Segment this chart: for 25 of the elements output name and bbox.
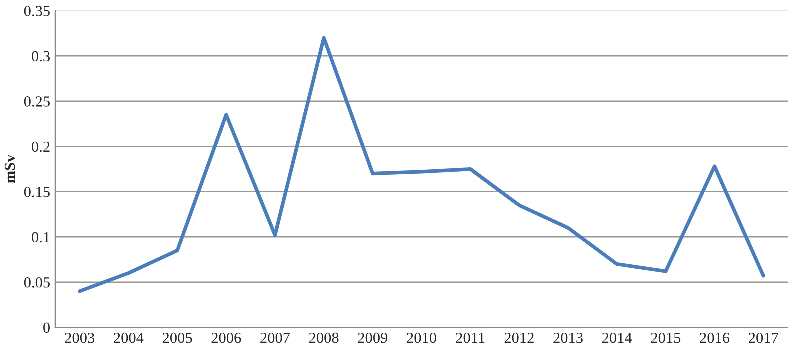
x-tick-label: 2013	[554, 332, 583, 344]
y-axis-title: mSv	[4, 154, 16, 184]
y-tick-label: 0.15	[24, 187, 50, 198]
y-tick-label: 0.05	[24, 278, 50, 288]
x-tick-label: 2004	[114, 332, 144, 344]
x-tick-label: 2009	[358, 332, 388, 344]
x-tick-label: 2016	[700, 332, 730, 344]
x-tick-label: 2007	[260, 332, 290, 344]
x-tick-label: 2006	[212, 332, 242, 344]
x-tick-label: 2012	[504, 332, 534, 344]
x-tick-label: 2011	[456, 332, 485, 344]
y-tick-label: 0	[44, 322, 50, 334]
y-tick-label: 0.2	[32, 142, 50, 152]
y-tick-label: 0.35	[24, 6, 50, 16]
x-tick-label: 2010	[407, 332, 436, 344]
x-tick-label: 2008	[309, 332, 339, 344]
y-tick-label: 0.1	[32, 232, 50, 243]
x-tick-label: 2017	[749, 332, 778, 344]
x-tick-label: 2015	[651, 332, 681, 344]
y-tick-label: 0.25	[24, 96, 50, 107]
x-tick-label: 2005	[162, 332, 192, 344]
x-tick-label: 2014	[602, 332, 632, 344]
y-tick-label: 0.3	[32, 51, 50, 62]
x-tick-label: 2003	[65, 332, 95, 344]
line-series	[78, 36, 766, 294]
